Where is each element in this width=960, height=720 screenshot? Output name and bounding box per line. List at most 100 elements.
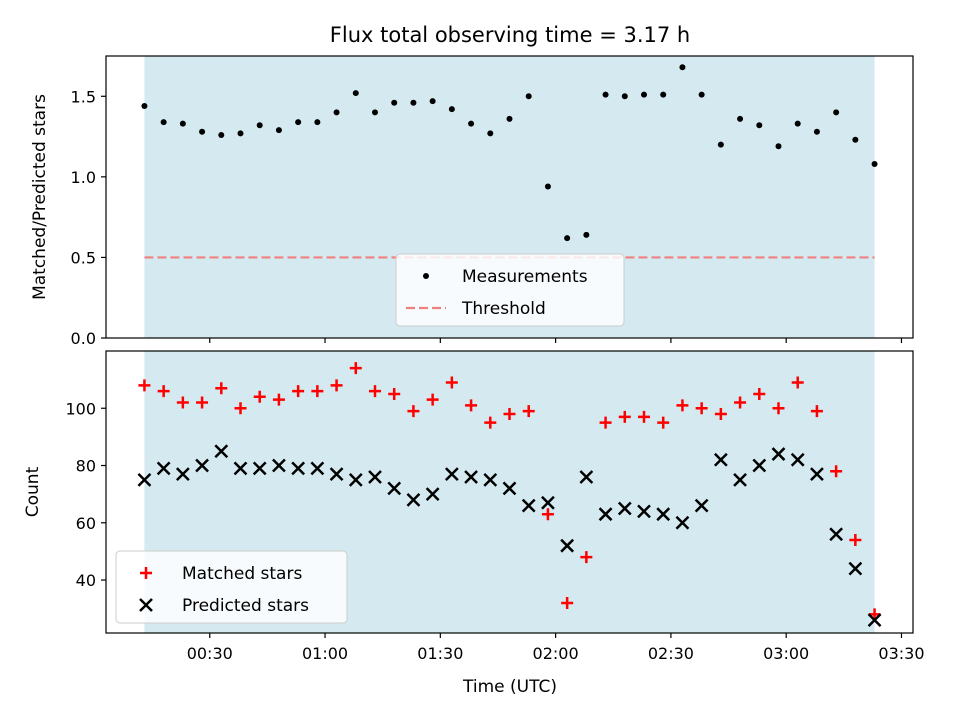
top-series-0-point [314,119,321,126]
bottom-series-1-point [656,507,671,522]
bottom-series-1-point [637,504,651,519]
x-tick-label: 00:30 [187,644,233,663]
bottom-series-0-point [369,385,381,398]
top-legend-label: Measurements [462,267,588,287]
bottom-legend-box [115,550,348,624]
top-series-0-point [775,143,782,150]
top-y-tick-label: 0.0 [71,329,96,348]
top-series-0-point [160,119,167,126]
top-series-0-point [679,64,686,71]
bottom-series-0-point [791,376,804,389]
bottom-series-0-point [734,396,747,409]
bottom-series-1-point [694,498,709,513]
top-series-0-point [794,120,801,127]
bottom-series-0-point [426,393,439,406]
bottom-series-0-point [599,416,612,429]
bottom-series-0-point [176,396,189,409]
bottom-series-0-point [541,508,554,521]
bottom-series-1-point [156,461,171,476]
x-tick-label: 01:30 [417,644,463,663]
x-tick-label: 03:00 [763,644,809,663]
top-series-0-point [448,106,455,113]
bottom-series-1-point [560,538,575,553]
top-legend-marker [423,273,429,279]
bottom-series-1-point [713,452,728,467]
bottom-series-1-point [137,472,152,487]
bottom-series-0-point [580,551,593,564]
bottom-series-0-point [484,416,497,429]
bottom-series-1-point [233,461,248,476]
bottom-series-0-point [676,399,689,412]
bottom-series-0-point [349,362,362,375]
chart-title: Flux total observing time = 3.17 h [330,23,690,47]
top-series-0-point [737,115,744,122]
x-axis-label: Time (UTC) [462,677,557,697]
top-series-0-point [429,98,436,105]
bottom-axes: 40 60 80 100 00:30 01:00 01:30 02:00 02:30 03:00 0… [65,350,925,663]
bottom-series-1-point [752,458,767,473]
top-series-0-point [468,120,475,127]
top-series-0-point [333,109,340,116]
bottom-series-0-point [388,387,401,400]
bottom-series-1-point [579,470,594,484]
top-series-0-point [564,235,571,242]
bottom-legend-marker [139,598,153,612]
bottom-y-tick-label: 40 [76,571,96,590]
bottom-series-0-point [330,379,343,392]
bottom-y-axis-label: Count [23,466,43,517]
bottom-series-0-point [311,385,324,398]
top-series-0-point [813,128,820,135]
bottom-series-1-point [252,461,267,476]
bottom-series-0-point [810,405,823,418]
top-series-0-point [544,183,551,190]
bottom-axes-frame [105,350,914,634]
top-series-0-point [179,120,186,127]
bottom-series-1-point [329,467,344,481]
bottom-series-1-point [195,458,209,473]
bottom-series-0-point [714,407,727,420]
bottom-series-1-point [175,467,190,481]
bottom-series-0-point [638,410,650,423]
bottom-series-1-point [617,501,632,516]
bottom-series-1-point [444,467,459,481]
bottom-series-0-point [849,533,862,546]
bottom-series-1-point [387,481,402,496]
bottom-y-tick-label: 60 [76,514,96,533]
bottom-series-1-point [790,452,805,467]
bottom-series-0-point [753,387,766,400]
bottom-series-0-point [522,405,535,418]
top-series-0-point [583,231,590,238]
top-series-0-point [641,91,647,98]
top-legend: Measurements Threshold [395,253,625,327]
bottom-series-1-point [310,461,325,476]
bottom-series-1-point [598,507,613,522]
top-series-0-point [237,130,244,137]
x-tick-label: 03:30 [878,644,924,663]
top-y-tick-label: 1.5 [71,87,96,106]
bottom-series-1-point [867,613,882,628]
top-series-0-point [218,131,225,138]
top-y-axis-label: Matched/Predicted stars [30,94,50,300]
bottom-series-0-point [465,399,478,412]
bottom-series-1-point [214,444,229,459]
bottom-series-0-point [503,407,516,420]
top-y-tick-label: 1.0 [71,168,96,187]
bottom-series-0-point [234,402,247,415]
bottom-series-0-point [215,382,228,395]
top-series-0-point [698,91,705,98]
top-axes: 0.0 0.5 1.0 1.5 Measurements Threshold [71,55,914,348]
bottom-series-0-point [292,385,305,398]
bottom-series-0-point [772,402,785,415]
bottom-series-1-point [829,527,844,542]
bottom-series-1-point [502,481,517,496]
bottom-series-1-point [810,467,824,481]
top-series-0-point [660,91,667,98]
top-series-0-point [256,122,263,129]
bottom-series-1-point [541,495,555,510]
bottom-series-0-point [407,405,420,418]
bottom-series-1-point [464,470,478,484]
top-series-0-point [295,119,302,126]
bottom-series-0-point [253,390,266,403]
bottom-legend: Matched stars Predicted stars [115,550,348,624]
bottom-series-1-point [425,487,440,502]
